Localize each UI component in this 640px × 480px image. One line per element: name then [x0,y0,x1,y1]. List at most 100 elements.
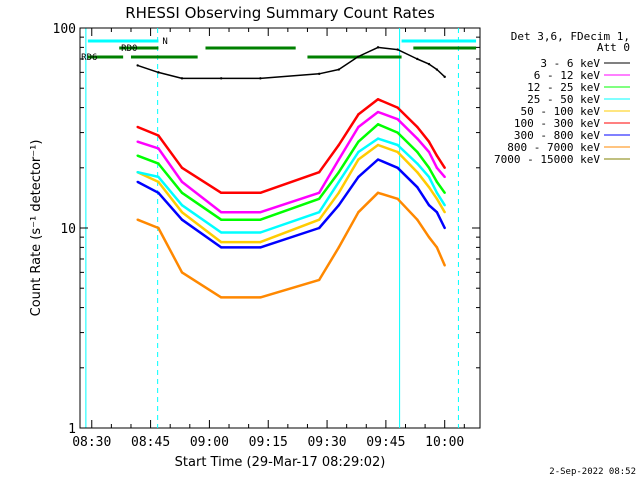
data-point [416,150,419,154]
legend-entry-label: 300 - 800 keV [514,129,600,142]
data-point [259,296,262,299]
data-point [443,210,446,214]
data-point [427,175,431,179]
data-point [396,197,399,200]
data-point [318,72,321,76]
data-point [136,125,139,129]
flag-label-rd0: RD0 [121,44,137,54]
data-point [259,240,262,244]
x-tick-label: 08:30 [72,435,111,450]
series-line-4 [137,143,446,244]
data-point [443,75,446,79]
data-point [435,68,439,71]
data-point [427,204,431,207]
data-point [337,171,341,174]
data-point [136,180,139,184]
data-point [427,166,431,169]
data-point [219,240,223,244]
data-point [443,166,446,169]
data-point [259,191,262,194]
legend-entry-label: 100 - 300 keV [514,117,600,130]
series-line-2 [137,123,446,221]
data-point [136,154,139,157]
legend-entry-label: 7000 - 15000 keV [494,153,600,166]
data-point [416,125,419,129]
data-point [416,162,419,165]
data-point [337,246,341,249]
data-point [396,143,399,147]
data-point [416,57,419,61]
x-tick-label: 08:45 [131,435,170,450]
legend-header: Att 0 [597,41,630,54]
data-point [435,154,439,157]
data-point [357,55,360,58]
data-point [157,180,160,184]
data-point [396,117,399,121]
data-point [157,162,160,165]
data-point [435,180,439,184]
legend-entry-label: 25 - 50 keV [527,93,600,106]
x-tick-label: 09:15 [249,435,288,450]
data-point [318,226,321,230]
data-point [376,98,380,101]
data-point [180,218,184,221]
data-point [136,64,139,67]
data-point [219,191,223,194]
legend-entry-label: 50 - 100 keV [521,105,601,118]
data-point [357,210,360,214]
data-point [259,246,262,249]
data-point [318,171,321,174]
x-tick-label: 09:45 [366,435,405,450]
data-point [259,77,262,80]
data-point [435,197,439,200]
legend-entry-label: 800 - 7000 keV [507,141,600,154]
data-point [219,246,223,249]
data-point [396,48,399,51]
data-point [337,143,341,147]
data-point [157,147,160,150]
series-line-1 [137,110,446,214]
data-point [219,210,223,214]
data-point [416,185,419,189]
data-point [337,68,341,71]
data-point [180,271,184,274]
data-point [259,210,262,214]
data-point [259,218,262,221]
data-point [219,218,223,221]
data-point [357,125,360,129]
y-tick-label: 1 [68,422,76,437]
data-point [337,191,341,194]
y-tick-label: 10 [60,222,76,237]
x-tick-label: 09:00 [190,435,229,450]
plot-layer: N RD0 RD6 [81,28,477,428]
data-point [427,185,431,189]
chart-title: RHESSI Observing Summary Count Rates [125,4,435,22]
legend-entry-label: 12 - 25 keV [527,81,600,94]
data-point [318,197,321,200]
data-point [219,77,223,80]
data-point [443,226,446,230]
series-line-6 [137,158,446,249]
data-point [357,140,360,143]
data-point [357,113,360,116]
data-point [337,158,341,161]
data-point [376,46,380,49]
data-point [376,137,380,140]
y-axis-label: Count Rate (s⁻¹ detector⁻¹) [29,140,44,317]
series-line-7 [137,191,446,299]
data-point [443,175,446,179]
data-point [396,131,399,134]
data-point [416,137,419,140]
data-point [180,77,184,80]
legend-entry-label: 6 - 12 keV [534,69,601,82]
x-axis-label: Start Time (29-Mar-17 08:29:02) [175,455,386,470]
data-point [337,204,341,207]
data-point [180,210,184,214]
data-point [157,191,160,194]
data-point [157,134,160,137]
data-point [416,218,419,221]
data-point [443,264,446,267]
series-line-3 [137,137,446,234]
data-point [435,246,439,249]
